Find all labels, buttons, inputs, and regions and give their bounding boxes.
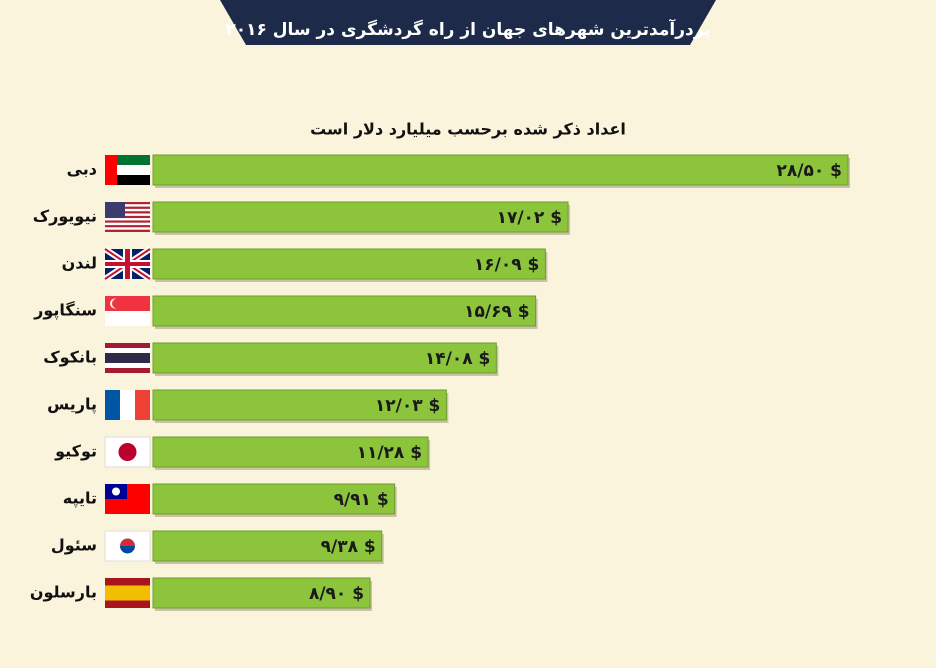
flag [105,155,150,185]
flag-part [120,538,135,546]
flag-part [105,218,150,221]
flag-part [105,204,150,207]
flag [105,578,150,608]
bar [152,389,447,421]
flag [105,390,150,420]
category-label: بارسلون [30,583,97,602]
category-label: پاریس [47,395,97,415]
category-label: سئول [51,536,97,555]
bar [152,154,849,186]
flag-part [105,215,150,219]
flag [104,530,151,562]
flag-part [105,206,150,209]
flag [103,246,152,282]
bar [152,483,396,515]
flag [105,484,150,514]
chart-title: پردرآمدترین شهرهای جهان از راه گردشگری د… [225,18,710,40]
value-label: ۱۷/۰۲ $ [497,208,562,228]
flag-part [105,353,150,363]
category-label: نیویورک [33,207,97,226]
flag-part [105,220,150,223]
value-label: ۱۴/۰۸ $ [425,349,490,369]
category-label: لندن [62,254,97,273]
flag-part [105,311,150,326]
flag-part [105,202,150,205]
flag-part [112,298,122,309]
bar [152,530,383,562]
flag-part [104,530,151,562]
flag [104,436,151,468]
flag-part [105,585,150,601]
bar [152,577,371,609]
flag [105,202,150,232]
category-label: بانکوک [43,348,97,367]
flag-part [105,202,125,218]
value-label: ۱۶/۰۹ $ [474,255,539,275]
value-label: ۱۵/۶۹ $ [464,302,529,322]
flag-part [105,368,150,373]
bar [152,295,537,327]
flag-part [105,175,150,185]
value-label: ۸/۹۰ $ [309,584,364,604]
flag-part [105,363,150,368]
bar [152,436,429,468]
flag-part [105,222,150,226]
flag-part [105,348,150,353]
bar [152,342,497,374]
title-banner [220,0,716,45]
flag-part [105,343,150,348]
flag-part [105,227,150,230]
flag-part [118,443,137,461]
category-label: سنگاپور [33,301,97,321]
flag-part [112,487,120,496]
flag-part [105,155,150,165]
flag-part [105,155,117,185]
value-label: ۹/۹۱ $ [334,490,389,510]
value-label: ۲۸/۵۰ $ [777,161,842,181]
chart-subtitle: اعداد ذکر شده برحسب میلیارد دلار است [310,120,626,139]
flag-part [135,390,150,420]
flag-part [120,390,135,420]
flag [105,296,150,326]
category-label: دبی [67,160,97,179]
flag-part [105,211,150,214]
category-label: تایپه [63,489,97,509]
flag-part [105,213,150,216]
flag-part [105,390,120,420]
bar [152,201,569,233]
flag-part [105,208,150,212]
flag-part [120,546,135,554]
flag-part [105,229,150,232]
flag-part [105,262,150,266]
flag-part [105,225,150,228]
value-label: ۱۲/۰۳ $ [375,396,440,416]
value-label: ۹/۳۸ $ [321,537,376,557]
flag-part [105,165,150,175]
bar [152,248,546,280]
flag [105,343,150,373]
category-label: توکیو [54,442,97,461]
value-label: ۱۱/۲۸ $ [357,443,422,463]
